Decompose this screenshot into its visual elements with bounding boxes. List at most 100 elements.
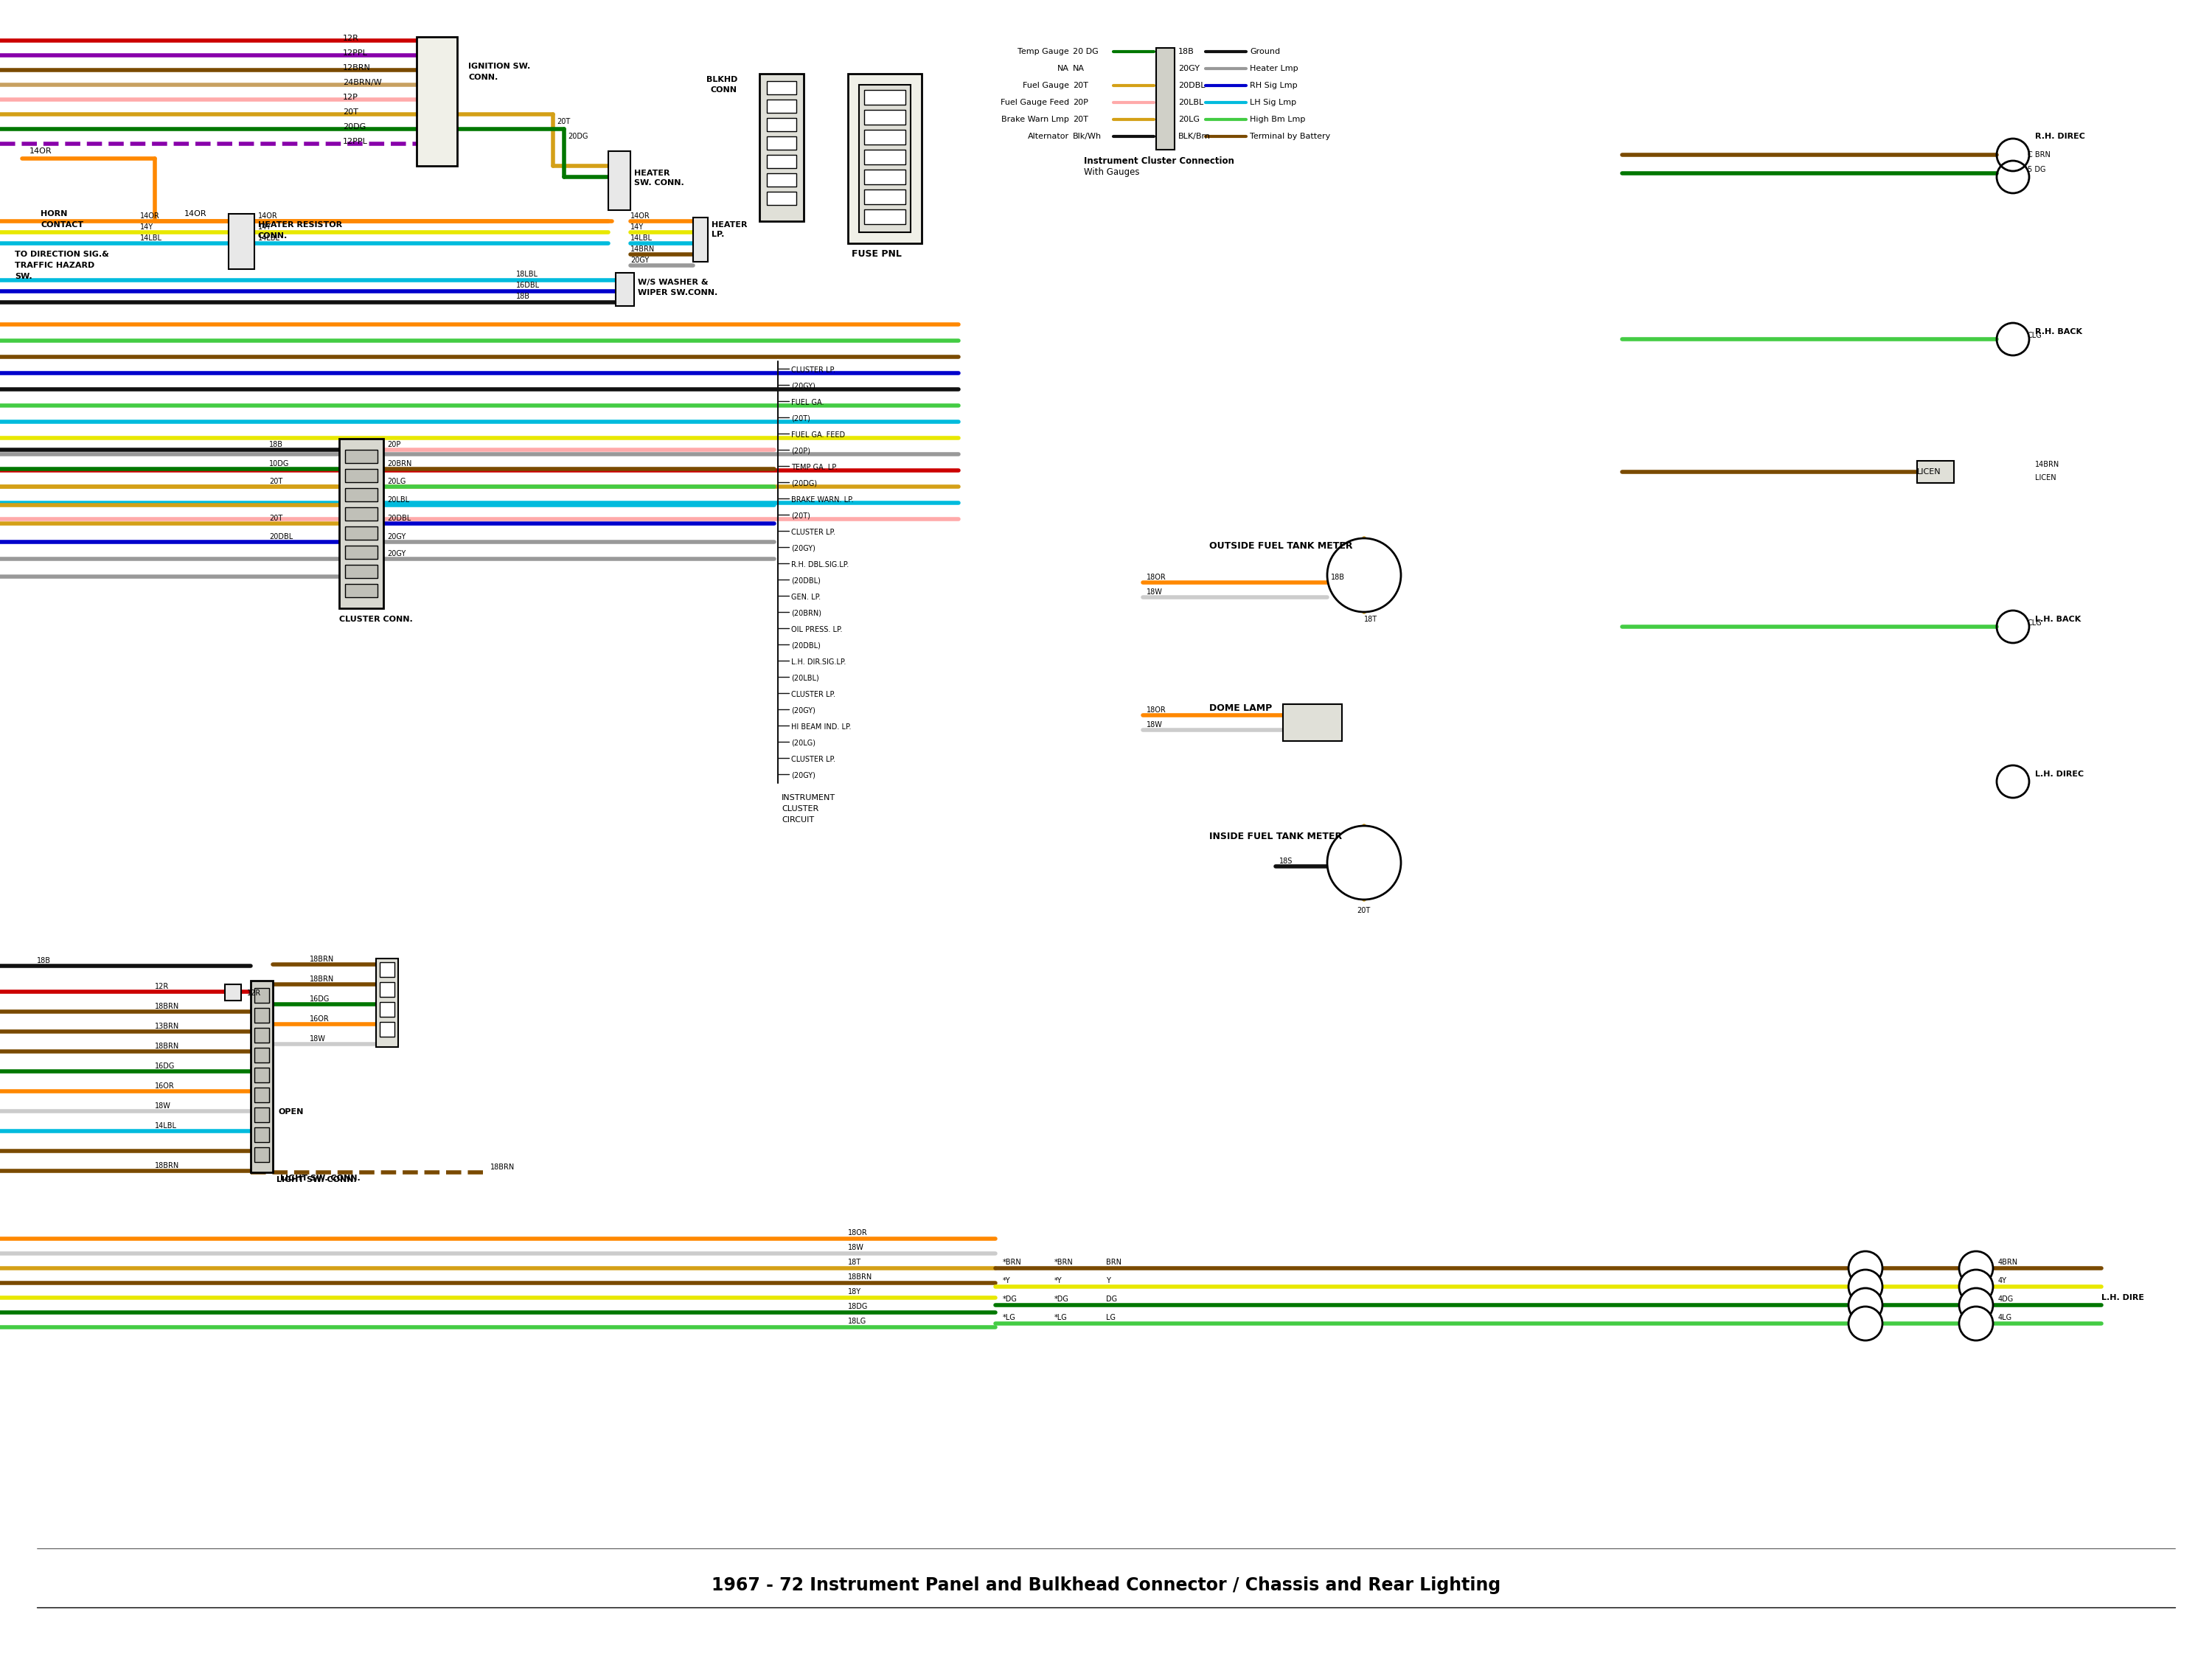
Text: INSIDE FUEL TANK METER: INSIDE FUEL TANK METER <box>1210 833 1343 841</box>
Text: FUEL GA.: FUEL GA. <box>792 398 823 406</box>
Text: CLUSTER CONN.: CLUSTER CONN. <box>338 615 414 624</box>
Text: 18BRN: 18BRN <box>155 1042 179 1050</box>
Text: CONN: CONN <box>710 86 737 93</box>
Bar <box>254 1009 270 1022</box>
Text: 20LG: 20LG <box>1179 116 1199 123</box>
Text: 14Y: 14Y <box>630 224 644 231</box>
Bar <box>254 989 270 1002</box>
Bar <box>345 526 378 539</box>
Text: 14LBL: 14LBL <box>630 234 653 242</box>
Bar <box>254 1128 270 1141</box>
Bar <box>692 217 708 262</box>
Text: *DG: *DG <box>1002 1296 1018 1302</box>
Bar <box>768 192 796 206</box>
Bar <box>865 189 905 204</box>
Text: 20LBL: 20LBL <box>1179 100 1203 106</box>
Text: 18S: 18S <box>1279 858 1292 864</box>
Circle shape <box>1849 1307 1882 1340</box>
Text: TO DIRECTION SIG.&: TO DIRECTION SIG.& <box>15 251 108 259</box>
Bar <box>254 1029 270 1042</box>
Text: 16DG: 16DG <box>310 995 330 1002</box>
Text: OPEN: OPEN <box>279 1108 303 1115</box>
Text: 18W: 18W <box>155 1102 170 1110</box>
Text: INSTRUMENT: INSTRUMENT <box>781 795 836 801</box>
Text: CONTACT: CONTACT <box>40 221 84 229</box>
Text: 14BRN: 14BRN <box>630 246 655 252</box>
Text: (20GY): (20GY) <box>792 383 816 390</box>
Text: 18W: 18W <box>1146 722 1164 728</box>
Text: BRAKE WARN. LP.: BRAKE WARN. LP. <box>792 496 854 504</box>
Text: 14OR: 14OR <box>184 211 208 217</box>
Text: LICEN: LICEN <box>1918 468 1942 476</box>
Circle shape <box>1960 1307 1993 1340</box>
Circle shape <box>1327 826 1400 899</box>
Text: Instrument Cluster Connection: Instrument Cluster Connection <box>1084 156 1234 166</box>
Text: 18B: 18B <box>1179 48 1194 55</box>
Circle shape <box>1849 1287 1882 1322</box>
Text: HORN: HORN <box>40 211 66 217</box>
Text: BRN: BRN <box>1106 1259 1121 1266</box>
Text: 14Y: 14Y <box>139 224 153 231</box>
Text: 18Y: 18Y <box>847 1287 860 1296</box>
Text: RH Sig Lmp: RH Sig Lmp <box>1250 81 1298 90</box>
Text: W/S WASHER &: W/S WASHER & <box>637 279 708 285</box>
Text: L.H. DIREC: L.H. DIREC <box>2035 770 2084 778</box>
Text: C BRN: C BRN <box>2028 151 2051 159</box>
Bar <box>759 73 803 221</box>
Bar <box>608 151 630 211</box>
Bar <box>345 488 378 501</box>
Bar <box>865 129 905 144</box>
Text: HEATER: HEATER <box>635 169 670 178</box>
Text: With Gauges: With Gauges <box>1084 168 1139 176</box>
Circle shape <box>1849 1269 1882 1304</box>
Text: CLUSTER LP.: CLUSTER LP. <box>792 690 836 698</box>
Text: 18B: 18B <box>515 292 531 300</box>
Text: (20GY): (20GY) <box>792 707 816 715</box>
Text: *DG: *DG <box>1055 1296 1068 1302</box>
Text: 16DG: 16DG <box>155 1062 175 1070</box>
Bar <box>345 546 378 559</box>
Text: OIL PRESS. LP.: OIL PRESS. LP. <box>792 625 843 634</box>
Text: 18T: 18T <box>1365 615 1378 624</box>
Bar <box>338 438 383 609</box>
Text: TEMP GA. LP.: TEMP GA. LP. <box>792 465 838 471</box>
Text: 14OR: 14OR <box>29 148 53 154</box>
Text: 14OR: 14OR <box>139 212 159 219</box>
Bar <box>345 584 378 597</box>
Bar <box>865 209 905 224</box>
Text: HI BEAM IND. LP.: HI BEAM IND. LP. <box>792 723 852 730</box>
Text: CLG: CLG <box>2028 619 2042 627</box>
Text: R.H. DBL.SIG.LP.: R.H. DBL.SIG.LP. <box>792 561 849 569</box>
Text: 4DG: 4DG <box>1997 1296 2013 1302</box>
Circle shape <box>1849 1251 1882 1286</box>
Text: R.H. DIREC: R.H. DIREC <box>2035 133 2086 139</box>
Bar <box>228 214 254 269</box>
Text: 18BRN: 18BRN <box>847 1274 872 1281</box>
Text: LICEN: LICEN <box>2035 474 2057 481</box>
Bar <box>768 173 796 186</box>
Text: 20GY: 20GY <box>1179 65 1199 73</box>
Text: *Y: *Y <box>1055 1277 1062 1284</box>
Text: 24BRN/W: 24BRN/W <box>343 80 383 86</box>
Text: 18OR: 18OR <box>847 1229 867 1236</box>
Bar <box>254 1048 270 1062</box>
Text: LIGHT SW. CONN.: LIGHT SW. CONN. <box>276 1176 356 1183</box>
Text: NA: NA <box>1073 65 1084 73</box>
Text: 14OR: 14OR <box>259 212 279 219</box>
Text: Terminal by Battery: Terminal by Battery <box>1250 133 1329 139</box>
Bar <box>254 1068 270 1082</box>
Text: 1967 - 72 Instrument Panel and Bulkhead Connector / Chassis and Rear Lighting: 1967 - 72 Instrument Panel and Bulkhead … <box>712 1576 1500 1594</box>
Bar <box>380 962 394 977</box>
Text: Y: Y <box>1106 1277 1110 1284</box>
Bar <box>254 1108 270 1121</box>
Text: 20BRN: 20BRN <box>387 460 411 468</box>
Text: IGNITION SW.: IGNITION SW. <box>469 63 531 70</box>
Text: 13BRN: 13BRN <box>155 1022 179 1030</box>
Text: 20T: 20T <box>270 478 283 484</box>
Circle shape <box>1960 1269 1993 1304</box>
Text: CIRCUIT: CIRCUIT <box>781 816 814 823</box>
Text: 4LG: 4LG <box>1997 1314 2013 1321</box>
Bar <box>345 450 378 463</box>
Text: 12PPL: 12PPL <box>343 138 367 146</box>
Text: (20T): (20T) <box>792 513 810 519</box>
